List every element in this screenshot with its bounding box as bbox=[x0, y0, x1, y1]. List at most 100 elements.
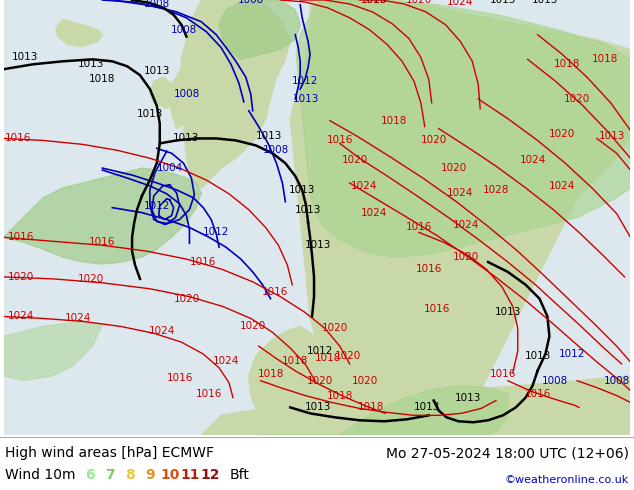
Text: 1020: 1020 bbox=[173, 294, 200, 304]
Text: 1013: 1013 bbox=[305, 240, 331, 250]
Text: 1013: 1013 bbox=[295, 205, 321, 215]
Polygon shape bbox=[202, 376, 630, 435]
Text: 1028: 1028 bbox=[483, 185, 509, 195]
Text: 1024: 1024 bbox=[453, 220, 479, 230]
Text: 12: 12 bbox=[200, 468, 220, 482]
Text: 1020: 1020 bbox=[8, 272, 34, 282]
Text: 7: 7 bbox=[105, 468, 115, 482]
Text: 1020: 1020 bbox=[351, 376, 378, 386]
Text: 1013: 1013 bbox=[455, 392, 481, 403]
Text: 1013: 1013 bbox=[289, 185, 315, 195]
Text: 1018: 1018 bbox=[89, 74, 115, 84]
Text: 1018: 1018 bbox=[257, 369, 283, 379]
Text: 1013: 1013 bbox=[77, 59, 104, 69]
Text: 1008: 1008 bbox=[604, 376, 630, 386]
Ellipse shape bbox=[435, 349, 453, 359]
Text: Wind 10m: Wind 10m bbox=[5, 468, 75, 482]
Text: 11: 11 bbox=[180, 468, 200, 482]
Text: 1024: 1024 bbox=[447, 0, 474, 7]
Text: 1020: 1020 bbox=[307, 376, 333, 386]
Text: 1024: 1024 bbox=[549, 181, 576, 191]
Text: 1020: 1020 bbox=[335, 351, 361, 361]
Text: 1018: 1018 bbox=[358, 402, 385, 413]
Polygon shape bbox=[4, 168, 202, 264]
Polygon shape bbox=[290, 0, 630, 435]
Polygon shape bbox=[179, 0, 290, 188]
Text: 1013: 1013 bbox=[137, 109, 163, 119]
Polygon shape bbox=[150, 77, 174, 109]
Text: 1016: 1016 bbox=[415, 264, 442, 274]
Text: 1008: 1008 bbox=[542, 376, 569, 386]
Text: 1020: 1020 bbox=[342, 155, 368, 165]
Text: 1016: 1016 bbox=[424, 303, 450, 314]
Text: 1013: 1013 bbox=[173, 133, 200, 144]
Text: 1012: 1012 bbox=[307, 346, 333, 356]
Text: 1020: 1020 bbox=[453, 252, 479, 262]
Text: 1024: 1024 bbox=[351, 181, 378, 191]
Ellipse shape bbox=[387, 342, 401, 350]
Text: 1020: 1020 bbox=[420, 135, 447, 146]
Polygon shape bbox=[261, 386, 508, 435]
Text: 10: 10 bbox=[160, 468, 179, 482]
Text: 1018: 1018 bbox=[554, 59, 580, 69]
Text: 1013: 1013 bbox=[533, 0, 559, 5]
Text: 1013: 1013 bbox=[489, 0, 516, 5]
Ellipse shape bbox=[186, 31, 197, 38]
Polygon shape bbox=[170, 69, 206, 128]
Ellipse shape bbox=[363, 313, 372, 330]
Text: Mo 27-05-2024 18:00 UTC (12+06): Mo 27-05-2024 18:00 UTC (12+06) bbox=[386, 446, 629, 460]
Text: Bft: Bft bbox=[230, 468, 250, 482]
Text: 1013: 1013 bbox=[256, 131, 281, 142]
Polygon shape bbox=[219, 0, 300, 59]
Text: 1024: 1024 bbox=[519, 155, 546, 165]
Text: 1013: 1013 bbox=[12, 52, 39, 62]
Ellipse shape bbox=[370, 294, 378, 309]
Text: 1016: 1016 bbox=[8, 232, 34, 243]
Text: 1016: 1016 bbox=[327, 135, 353, 146]
Ellipse shape bbox=[423, 337, 435, 345]
Text: 1013: 1013 bbox=[598, 131, 625, 142]
Text: 1018: 1018 bbox=[381, 116, 407, 125]
Text: 1012: 1012 bbox=[203, 227, 230, 237]
Text: 1012: 1012 bbox=[144, 201, 170, 211]
Text: 1004: 1004 bbox=[157, 163, 183, 173]
Text: 1018: 1018 bbox=[327, 391, 353, 400]
Text: 1013: 1013 bbox=[361, 0, 387, 5]
Text: 1024: 1024 bbox=[8, 312, 34, 321]
Text: 1013: 1013 bbox=[293, 94, 320, 104]
Text: 9: 9 bbox=[145, 468, 155, 482]
Text: 1024: 1024 bbox=[447, 188, 474, 198]
Text: 1016: 1016 bbox=[166, 373, 193, 383]
Text: 1018: 1018 bbox=[282, 356, 308, 366]
Text: 1008: 1008 bbox=[144, 0, 170, 9]
Text: 1016: 1016 bbox=[262, 287, 288, 297]
Text: 1013: 1013 bbox=[144, 66, 170, 76]
Text: 1020: 1020 bbox=[564, 94, 590, 104]
Text: 1020: 1020 bbox=[321, 323, 348, 333]
Text: 1020: 1020 bbox=[77, 274, 104, 284]
Text: 1013: 1013 bbox=[495, 307, 521, 317]
Text: 1020: 1020 bbox=[361, 0, 387, 5]
Text: 1020: 1020 bbox=[549, 128, 576, 139]
Polygon shape bbox=[56, 20, 103, 47]
Text: 1012: 1012 bbox=[559, 349, 585, 359]
Text: 1013: 1013 bbox=[524, 351, 551, 361]
Text: 1013: 1013 bbox=[413, 402, 440, 413]
Text: 1012: 1012 bbox=[292, 76, 318, 86]
Text: 1024: 1024 bbox=[65, 314, 91, 323]
Text: High wind areas [hPa] ECMWF: High wind areas [hPa] ECMWF bbox=[5, 446, 214, 460]
Text: 8: 8 bbox=[125, 468, 135, 482]
Text: 1016: 1016 bbox=[489, 369, 516, 379]
Polygon shape bbox=[249, 326, 345, 435]
Text: 1016: 1016 bbox=[89, 237, 115, 247]
Text: 1024: 1024 bbox=[213, 356, 239, 366]
Polygon shape bbox=[296, 0, 630, 257]
Text: 1020: 1020 bbox=[406, 0, 432, 5]
Text: 1008: 1008 bbox=[171, 24, 197, 35]
Ellipse shape bbox=[202, 39, 210, 44]
Text: 1013: 1013 bbox=[305, 402, 331, 413]
Text: 1016: 1016 bbox=[196, 389, 223, 398]
Text: 1018: 1018 bbox=[314, 353, 341, 363]
Text: 1008: 1008 bbox=[262, 146, 288, 155]
Polygon shape bbox=[4, 321, 103, 381]
